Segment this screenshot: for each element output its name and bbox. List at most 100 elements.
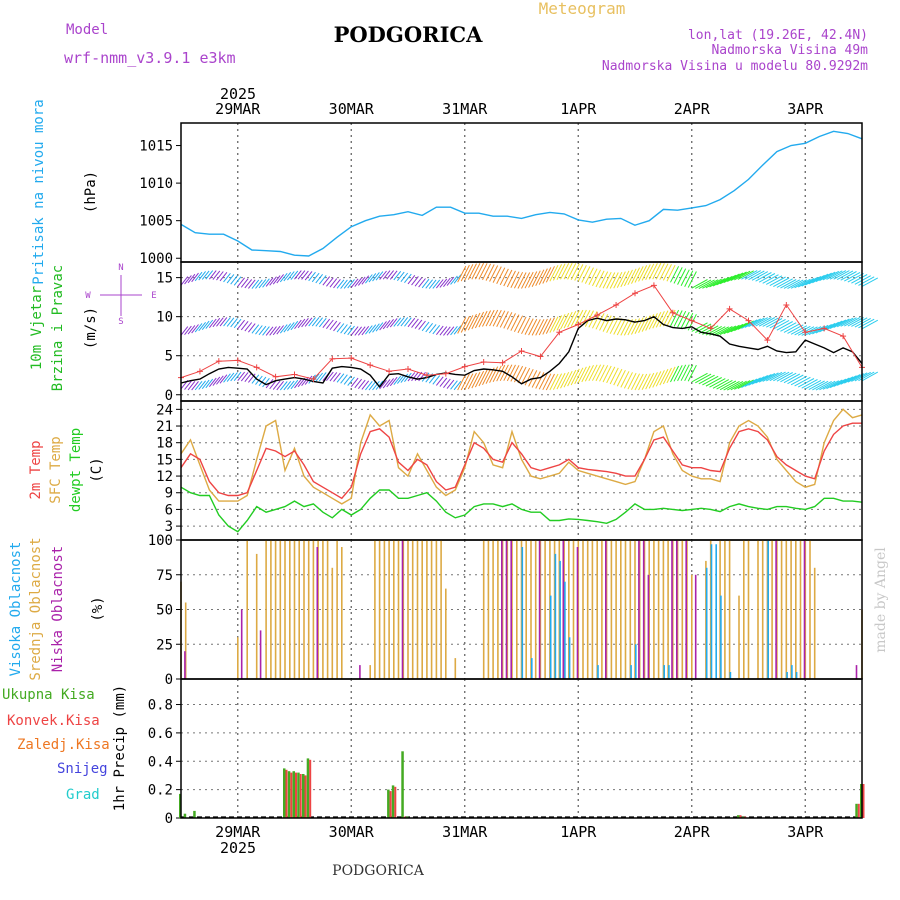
wind-barb xyxy=(389,376,398,387)
wind-barb xyxy=(552,315,563,332)
wind-barb xyxy=(311,272,320,283)
wind-barb xyxy=(375,322,384,332)
wind-barb xyxy=(616,271,626,288)
wind-gust-marker xyxy=(632,290,638,297)
wind-barb xyxy=(836,317,854,328)
wind-sublabel: Brzina i Pravac xyxy=(50,265,66,391)
wind-barb xyxy=(315,317,323,327)
wind-barb xyxy=(780,279,797,289)
wind-barb xyxy=(538,268,548,285)
wind-barb xyxy=(638,316,648,333)
wind-barb xyxy=(712,326,730,336)
wind-barb xyxy=(503,269,513,287)
wind-barb xyxy=(407,274,416,285)
wind-barb xyxy=(648,372,658,389)
panel-frame-pressure xyxy=(180,122,863,263)
wind-barb xyxy=(350,377,359,388)
wind-barb xyxy=(677,364,687,382)
wind-barb xyxy=(751,317,769,327)
wind-barb xyxy=(262,377,270,388)
wind-barb xyxy=(464,373,474,390)
wind-barb xyxy=(184,325,192,336)
wind-barb xyxy=(623,319,633,336)
wind-barb xyxy=(673,310,683,327)
wind-barb xyxy=(205,270,214,280)
wind-barb xyxy=(570,263,580,281)
wind-barb xyxy=(634,266,644,283)
wind-barb xyxy=(247,323,256,333)
wind-barb xyxy=(623,372,633,389)
wind-barb xyxy=(719,380,737,391)
wind-barb xyxy=(684,312,694,330)
wind-barb xyxy=(336,279,345,289)
wind-barb xyxy=(233,371,242,382)
wind-barb xyxy=(861,371,879,382)
pressure-label: Pritisak na nivou mora xyxy=(31,99,47,284)
wind-barb xyxy=(407,317,416,328)
wind-barb xyxy=(244,279,253,289)
wind-barb xyxy=(428,374,437,384)
wind-barb xyxy=(510,365,520,382)
wind-barb xyxy=(208,270,217,280)
wind-barb xyxy=(290,270,299,280)
wind-barb xyxy=(322,318,331,328)
wind-gust-marker xyxy=(329,355,336,362)
wind-barb xyxy=(691,279,708,289)
wind-barb xyxy=(758,317,776,327)
wind-barb xyxy=(329,320,338,331)
wind-barb xyxy=(677,310,687,328)
wind-barb xyxy=(407,372,416,382)
wind-barb xyxy=(737,270,754,280)
wind-barb xyxy=(726,380,744,391)
series-line-pritisak-na-nivou-mora xyxy=(180,130,863,257)
wind-barb xyxy=(357,276,366,286)
wind-barb xyxy=(833,377,850,388)
wind-barb xyxy=(482,263,492,281)
wind-barb xyxy=(762,372,779,382)
wind-barb xyxy=(588,364,598,382)
wind-gust-marker xyxy=(840,333,847,340)
axis-tick-label: 10 xyxy=(156,310,173,326)
wind-barb xyxy=(627,372,637,390)
wind-barb xyxy=(365,325,373,335)
wind-barb xyxy=(329,278,338,288)
wind-barb xyxy=(201,320,210,331)
wind-barb xyxy=(354,378,362,389)
wind-barb xyxy=(471,371,481,389)
wind-barb xyxy=(833,318,850,329)
wind-barb xyxy=(205,319,214,329)
wind-barb xyxy=(840,317,857,327)
wind-barb xyxy=(421,278,430,289)
precip-bar-total xyxy=(306,758,310,818)
wind-barb xyxy=(662,264,672,281)
wind-barb xyxy=(361,275,370,285)
wind-barbs xyxy=(180,262,879,391)
wind-barb xyxy=(826,270,843,280)
wind-barb xyxy=(354,326,362,336)
wind-barb xyxy=(627,268,637,286)
wind-barb xyxy=(368,381,377,391)
wind-barb xyxy=(208,318,217,328)
wind-barb xyxy=(506,270,516,288)
wind-barb xyxy=(570,310,580,327)
wind-barb xyxy=(329,372,338,382)
wind-barb xyxy=(513,315,524,332)
wind-barb xyxy=(287,322,295,332)
wind-barb xyxy=(318,372,327,382)
wind-barb xyxy=(482,368,492,386)
wind-barb xyxy=(840,375,857,385)
wind-barb xyxy=(453,325,462,335)
axis-tick-label: 12 xyxy=(156,469,173,485)
wind-gust-marker xyxy=(310,376,317,383)
wind-barb xyxy=(457,317,467,334)
wind-barb xyxy=(297,270,306,280)
wind-barb xyxy=(375,380,384,390)
wind-barb xyxy=(552,373,563,390)
cloud-high-label: Visoka Oblacnost xyxy=(8,542,24,677)
wind-barb xyxy=(670,266,680,283)
top-year-label: 2025 xyxy=(220,85,256,103)
axis-tick-label: 0.4 xyxy=(148,754,173,770)
wind-gust-marker xyxy=(272,373,279,380)
wind-barb xyxy=(223,317,231,327)
wind-barb xyxy=(262,326,270,336)
